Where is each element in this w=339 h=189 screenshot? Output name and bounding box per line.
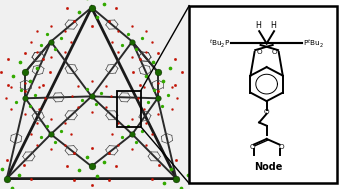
Bar	[117, 91, 141, 127]
Bar	[189, 6, 337, 183]
Text: H: H	[256, 21, 261, 30]
Text: $^{t}$Bu$_2$P: $^{t}$Bu$_2$P	[208, 37, 230, 50]
Text: P$^{t}$Bu$_2$: P$^{t}$Bu$_2$	[303, 37, 324, 50]
Text: O: O	[249, 144, 255, 150]
Text: O: O	[257, 49, 262, 55]
Polygon shape	[0, 0, 190, 189]
Text: Node: Node	[254, 162, 282, 172]
Text: O: O	[264, 108, 270, 115]
Text: O: O	[271, 49, 277, 55]
Text: H: H	[271, 21, 276, 30]
Text: O: O	[278, 144, 284, 150]
